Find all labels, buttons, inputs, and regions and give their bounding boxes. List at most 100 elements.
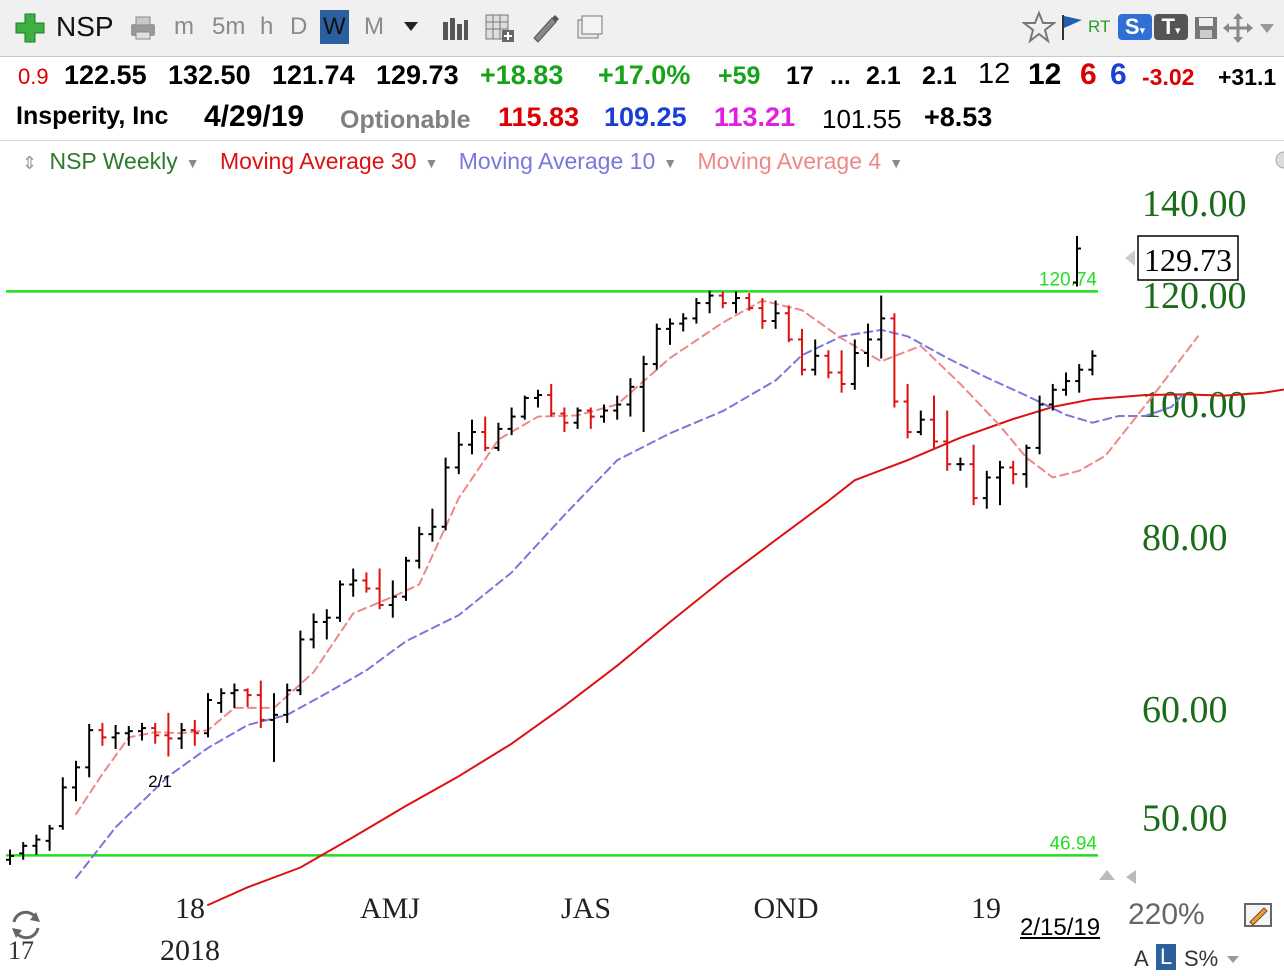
ohlc-bar [1048, 383, 1057, 411]
moving-average-lines [75, 299, 1284, 906]
ohlc-bar [520, 395, 529, 420]
ohlc-bar [652, 323, 661, 370]
ohlc-bar [798, 328, 806, 376]
ohlc-bar [217, 688, 226, 713]
chevron-down-icon[interactable] [402, 20, 420, 34]
ohlc-bar [45, 824, 54, 851]
move-icon[interactable] [1222, 12, 1254, 44]
ohlc-bar [811, 339, 820, 376]
ohlc-bar [124, 726, 133, 746]
refresh-icon[interactable] [8, 908, 44, 942]
y-tick-label: 80.00 [1142, 517, 1228, 559]
bar-chart-icon[interactable] [440, 14, 470, 42]
mode-s[interactable]: S% [1184, 946, 1219, 971]
info-val-delta: +8.53 [924, 102, 993, 132]
ohlc-bar [1062, 372, 1070, 396]
ohlc-bar [996, 460, 1004, 506]
chevron-down-icon[interactable]: ▼ [185, 154, 200, 171]
ohlc-bar [6, 849, 14, 865]
updown-icon[interactable]: ⇕ [22, 153, 38, 173]
quote-val-neg: -3.02 [1142, 64, 1195, 90]
rt-label[interactable]: RT [1088, 17, 1111, 36]
ohlc-bar [837, 350, 846, 393]
ohlc-bar [534, 389, 542, 408]
ohlc-bar [270, 693, 278, 762]
chevron-down-icon[interactable]: ▼ [424, 154, 439, 171]
ohlc-bar [507, 407, 516, 436]
chevron-down-icon[interactable] [1226, 952, 1240, 963]
ohlc-bar [864, 323, 872, 367]
y-tick-label: 120.00 [1142, 275, 1247, 317]
scroll-left-icon[interactable] [1126, 870, 1136, 884]
save-icon[interactable] [1192, 14, 1220, 42]
ohlc-bar [428, 508, 437, 542]
s-badge-label: S [1124, 14, 1140, 39]
flag-icon[interactable] [1058, 12, 1086, 42]
mode-a[interactable]: A [1134, 946, 1149, 971]
zoom-level[interactable]: 220% [1128, 898, 1205, 931]
ohlc-bar [204, 693, 212, 738]
quote-open: 122.55 [64, 60, 147, 90]
timeframe-w[interactable]: W [320, 10, 349, 44]
timeframe-5m[interactable]: 5m [212, 13, 246, 40]
pencil-icon[interactable] [530, 12, 560, 44]
quote-val-59: +59 [718, 62, 761, 90]
print-icon[interactable] [128, 14, 158, 42]
scroll-up-icon[interactable] [1099, 870, 1115, 880]
moving-average-line [207, 388, 1284, 906]
t-badge[interactable]: T▾ [1154, 14, 1188, 40]
chevron-down-icon[interactable]: ▼ [889, 154, 904, 171]
legend-ma4[interactable]: Moving Average 4 [697, 148, 882, 174]
y-axis-labels: 140.00 120.00 100.00 80.00 60.00 50.00 [1142, 183, 1247, 840]
legend-nsp-weekly[interactable]: NSP Weekly [49, 148, 178, 174]
star-icon[interactable] [1021, 10, 1057, 44]
window-icon[interactable] [574, 12, 604, 42]
quote-val-12b: 12 [1028, 58, 1062, 91]
ohlc-bar [718, 291, 727, 309]
ohlc-bar [824, 350, 833, 379]
info-val-blue: 109.25 [604, 102, 687, 132]
mode-l[interactable]: L [1156, 944, 1177, 970]
legend-ma30[interactable]: Moving Average 30 [220, 148, 417, 174]
timeframe-month[interactable]: M [364, 13, 384, 40]
ohlc-bar [32, 834, 41, 855]
quote-val-21b: 2.1 [922, 62, 957, 90]
ohlc-bar [468, 419, 476, 455]
ohlc-bar [322, 609, 331, 640]
ohlc-bar [494, 422, 503, 452]
calculator-icon[interactable] [484, 12, 516, 44]
x-axis-label: 18 [175, 892, 205, 925]
ohlc-bar [758, 298, 767, 329]
optionable-label: Optionable [340, 106, 471, 134]
chevron-down-icon[interactable] [1258, 22, 1276, 36]
info-val-plain: 101.55 [822, 104, 902, 134]
ohlc-bar [349, 568, 358, 597]
timeframe-m[interactable]: m [174, 13, 194, 40]
ohlc-bar [336, 580, 344, 622]
ohlc-bar [98, 722, 107, 746]
chevron-down-icon[interactable]: ▼ [663, 154, 678, 171]
horizontal-lines: 120.74 46.94 [6, 269, 1098, 857]
ohlc-bar [138, 722, 146, 741]
info-val-magenta: 113.21 [714, 102, 796, 132]
timeframe-d[interactable]: D [290, 13, 308, 40]
ohlc-bar [573, 407, 582, 429]
timeframe-h[interactable]: h [260, 13, 274, 40]
ruler-icon[interactable] [1242, 900, 1274, 930]
add-symbol-icon[interactable] [14, 12, 46, 44]
settings-icon[interactable] [1272, 150, 1284, 170]
s-badge[interactable]: S▾ [1118, 14, 1152, 40]
legend-ma10[interactable]: Moving Average 10 [458, 148, 656, 174]
quote-low: 121.74 [272, 60, 355, 90]
symbol-label[interactable]: NSP [56, 11, 114, 42]
ohlc-bar [877, 295, 886, 359]
end-date-label[interactable]: 2/15/19 [1020, 914, 1101, 941]
ohlc-bar [890, 313, 899, 408]
ohlc-bar [309, 613, 318, 649]
ohlc-bar [969, 444, 978, 506]
ohlc-bar [679, 313, 688, 332]
ohlc-bar [164, 712, 173, 757]
ohlc-bar [441, 457, 450, 531]
ohlc-bar [916, 410, 925, 436]
